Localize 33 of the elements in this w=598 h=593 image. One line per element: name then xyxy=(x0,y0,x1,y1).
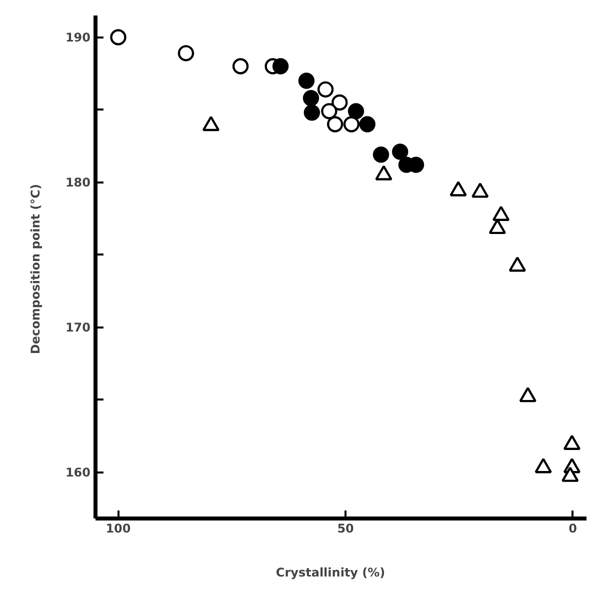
y-tick-label: 190 xyxy=(65,30,91,45)
point xyxy=(178,45,194,62)
x-tick-label: 50 xyxy=(337,522,354,536)
point xyxy=(392,144,408,160)
y-tick-label: 160 xyxy=(65,466,91,480)
point xyxy=(304,104,320,121)
point xyxy=(348,103,364,120)
point xyxy=(450,181,467,196)
y-axis-title: Decomposition point (°C) xyxy=(28,184,42,354)
point xyxy=(492,206,510,221)
point xyxy=(562,466,579,482)
point xyxy=(472,182,489,198)
point xyxy=(332,94,348,111)
y-tick-label: 180 xyxy=(65,176,91,190)
point xyxy=(563,434,581,450)
point xyxy=(298,72,315,89)
point xyxy=(272,58,289,74)
point xyxy=(508,256,526,272)
point xyxy=(326,116,344,132)
x-tick-label: 0 xyxy=(568,522,578,536)
x-tick-label: 100 xyxy=(106,522,131,536)
point xyxy=(534,458,552,474)
point xyxy=(359,116,376,132)
point xyxy=(519,386,536,402)
y-tick-label: 170 xyxy=(65,320,91,335)
point xyxy=(317,81,334,98)
x-axis-title: Crystallinity (%) xyxy=(276,566,386,580)
point xyxy=(343,116,360,132)
point xyxy=(372,146,390,163)
point xyxy=(232,58,249,74)
point xyxy=(302,90,320,106)
point xyxy=(110,29,126,46)
point xyxy=(321,103,338,120)
